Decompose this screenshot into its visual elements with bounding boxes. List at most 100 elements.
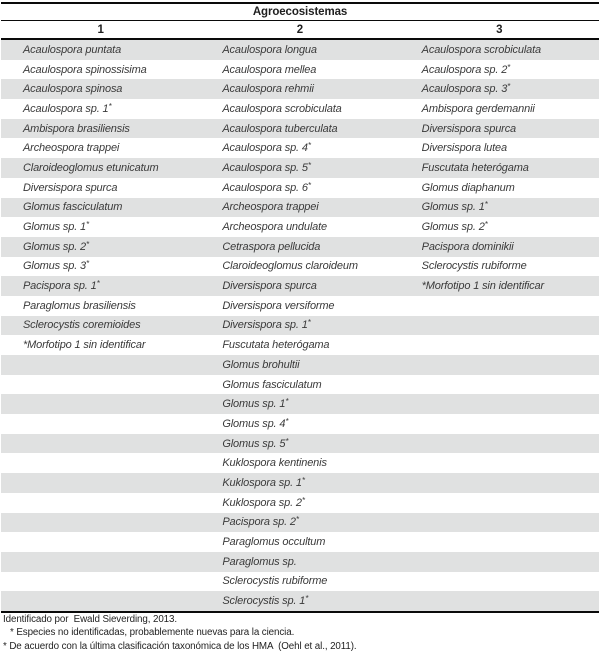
footnote-marker: * [307, 142, 311, 151]
table-row: Acaulospora spinosa Acaulospora rehmii Aca… [1, 79, 599, 100]
footnote-marker: * [86, 221, 89, 230]
species-cell: Kuklospora kentinenis [222, 457, 327, 470]
species-cell: Claroideoglomus claroideum [222, 260, 358, 273]
species-cell: Acaulospora sp. 3* [421, 83, 511, 96]
species-cell: Glomus sp. 2* [421, 221, 488, 234]
species-cell: Acaulospora sp. 5* [222, 161, 311, 174]
table-row: Diversispora spurca Acaulospora sp. 6* Glo… [1, 177, 599, 198]
species-cell: Archeospora trappei [222, 201, 319, 214]
species-cell: Glomus sp. 4* [222, 417, 289, 430]
table-row: Glomus sp. 1* [1, 394, 599, 415]
table-title: Agroecosistemas [252, 6, 348, 18]
table-row: Acaulospora puntata Acaulospora longua Aca… [1, 40, 599, 60]
species-cell: Diversispora spurca [421, 122, 517, 135]
table-row: Glomus sp. 5* [1, 433, 599, 454]
footnote-line: Identificado por Ewald Sieverding, 2013. [3, 614, 177, 625]
table-row: Sclerocystis sp. 1* [1, 591, 599, 611]
footnote-marker: * [301, 496, 305, 505]
species-cell: Glomus sp. 3* [23, 260, 89, 273]
species-cell: Sclerocystis sp. 1* [222, 595, 309, 608]
table-row: Claroideoglomus etunicatum Acaulospora sp… [1, 158, 599, 178]
species-cell: Acaulospora sp. 1* [23, 102, 112, 115]
species-cell: Glomus diaphanum [421, 181, 515, 194]
table-row: Glomus sp. 2* Cetraspora pellucida Pacispo… [1, 236, 599, 257]
footnote-marker: * [295, 516, 299, 525]
table-row: Ambispora brasiliensis Acaulospora tuberc… [1, 118, 599, 139]
table-row: Pacispora sp. 1* Diversispora spurca *Morf… [1, 276, 599, 296]
footnote-marker: * [86, 260, 89, 269]
species-cell: Archeospora trappei [23, 142, 120, 155]
table-row: Paraglomus occultum [1, 532, 599, 552]
footnote-marker: * [307, 181, 311, 190]
species-cell: Acaulospora rehmii [222, 83, 314, 96]
species-cell: Kuklospora sp. 2* [222, 496, 305, 509]
footnote-line: * De acuerdo con la última clasificación… [3, 640, 357, 652]
species-cell: Fuscutata heterógama [222, 339, 330, 352]
table-row: Glomus fasciculatum [1, 374, 599, 395]
species-cell: Cetraspora pellucida [222, 240, 321, 253]
species-cell: Diversispora spurca [23, 181, 118, 194]
footnote-marker: * [307, 319, 311, 328]
species-cell: Diversispora sp. 1* [222, 319, 311, 332]
footnote-marker: * [307, 161, 311, 170]
species-cell: Glomus sp. 1* [421, 201, 488, 214]
footnote-marker: * [96, 280, 100, 289]
column-header-3: 3 [496, 23, 503, 36]
species-cell: Acaulospora tuberculata [222, 122, 338, 135]
species-cell: Pacispora dominikii [421, 240, 514, 253]
species-cell: Paraglomus sp. [222, 555, 297, 568]
species-cell: Acaulospora puntata [23, 43, 122, 56]
species-cell: Acaulospora scrobiculata [421, 43, 541, 56]
table-row: Archeospora trappei Acaulospora sp. 4* Div… [1, 138, 599, 159]
column-header-2: 2 [296, 23, 304, 36]
species-cell: Glomus brohultii [222, 358, 300, 371]
species-cell: Paraglomus occultum [222, 536, 326, 549]
species-cell: Acaulospora scrobiculata [222, 102, 342, 115]
species-cell: Glomus fasciculatum [23, 201, 123, 214]
species-cell: Acaulospora spinosa [23, 83, 123, 96]
species-cell: Acaulospora spinossisima [23, 63, 147, 76]
footnote-marker: * [507, 63, 511, 72]
species-cell: Acaulospora sp. 4* [222, 142, 311, 155]
table-row: Glomus brohultii [1, 355, 599, 375]
species-cell: Sclerocystis rubiforme [222, 575, 328, 588]
footnotes: Identificado por Ewald Sieverding, 2013.… [1, 613, 599, 653]
species-cell: Pacispora sp. 2* [222, 516, 299, 529]
table-title-row: Agroecosistemas [1, 4, 599, 21]
species-cell: Archeospora undulate [222, 221, 327, 234]
species-cell: Glomus fasciculatum [222, 378, 322, 391]
species-cell: Glomus sp. 2* [23, 240, 89, 253]
table-row: Sclerocystis rubiforme [1, 571, 599, 592]
species-cell: Acaulospora longua [222, 43, 317, 56]
footnote-marker: * [305, 595, 309, 604]
table-row: Sclerocystis coremioides Diversispora sp.… [1, 315, 599, 336]
species-cell: Sclerocystis rubiforme [421, 260, 527, 273]
footnote-marker: * [507, 83, 511, 92]
footnote-marker: * [285, 417, 289, 426]
species-cell: Kuklospora sp. 1* [222, 476, 305, 489]
table-row: Kuklospora sp. 1* [1, 473, 599, 493]
footnote-marker: * [285, 437, 289, 446]
species-cell: Paraglomus brasiliensis [23, 299, 136, 312]
footnote-marker: * [484, 221, 488, 230]
table-row: Acaulospora spinossisima Acaulospora mell… [1, 59, 599, 80]
table-row: Kuklospora kentinenis [1, 453, 599, 474]
species-cell: Diversispora spurca [222, 280, 317, 293]
table-row: Kuklospora sp. 2* [1, 492, 599, 513]
species-cell: Glomus sp. 1* [23, 221, 89, 234]
table-row: Glomus sp. 4* [1, 414, 599, 434]
table-row: Glomus sp. 1* Archeospora undulate Glomus … [1, 217, 599, 237]
footnote-marker: * [285, 398, 289, 407]
species-cell: Glomus sp. 5* [222, 437, 289, 450]
species-cell: Ambispora brasiliensis [23, 122, 130, 135]
footnote-marker: * [108, 102, 112, 111]
species-cell: Diversispora lutea [421, 142, 507, 155]
species-cell: *Morfotipo 1 sin identificar [421, 280, 545, 293]
species-cell: Glomus sp. 1* [222, 398, 289, 411]
species-cell: Acaulospora sp. 6* [222, 181, 311, 194]
species-cell: Fuscutata heterógama [421, 161, 529, 174]
table-row: *Morfotipo 1 sin identificar Fuscutata he… [1, 335, 599, 355]
table-row: Paraglomus brasiliensis Diversispora vers… [1, 295, 599, 316]
footnote-marker: * [86, 240, 89, 249]
